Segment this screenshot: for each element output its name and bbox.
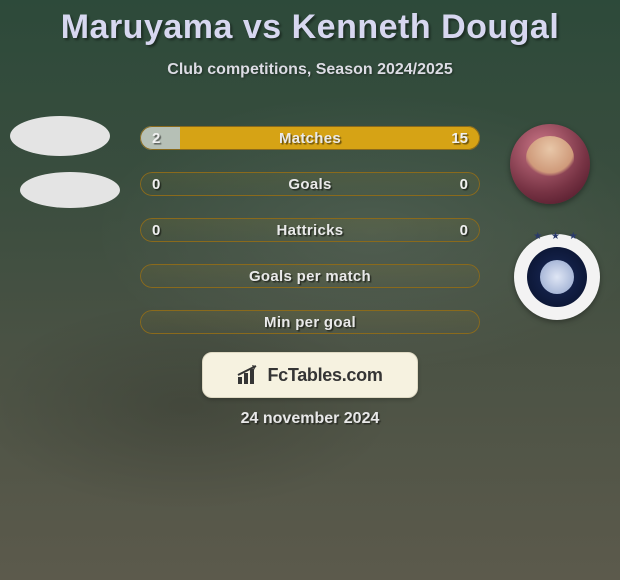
bar-label: Hattricks <box>140 218 480 242</box>
comparison-bars: Matches215Goals00Hattricks00Goals per ma… <box>140 126 480 334</box>
bar-label: Goals <box>140 172 480 196</box>
crest-stars-icon: ★ ★ ★ <box>514 231 600 242</box>
stat-bar: Goals0 0 <box>140 172 480 196</box>
stat-bar: Min per goal <box>140 310 480 334</box>
bar-value-right: 0 <box>460 218 468 242</box>
subtitle: Club competitions, Season 2024/2025 <box>0 61 620 79</box>
bar-label: Goals per match <box>140 264 480 288</box>
bars-logo-icon <box>237 365 261 385</box>
bar-value-left: 0 <box>152 218 160 242</box>
bar-value-right: 0 <box>460 172 468 196</box>
bar-value-left: 0 <box>152 172 160 196</box>
branding-badge: FcTables.com <box>202 352 418 398</box>
bar-label: Matches <box>140 126 480 150</box>
bar-label: Min per goal <box>140 310 480 334</box>
player-right-avatar <box>510 124 590 204</box>
stat-bar: Hattricks0 0 <box>140 218 480 242</box>
page-title: Maruyama vs Kenneth Dougal <box>0 0 620 47</box>
stat-bar: Matches2 15 <box>140 126 480 150</box>
club-right-crest: ★ ★ ★ <box>514 234 600 320</box>
player-left-avatar <box>10 116 110 156</box>
club-left-crest <box>20 172 120 208</box>
branding-text: FcTables.com <box>267 365 382 386</box>
bar-value-right: 15 <box>451 126 468 150</box>
date-label: 24 november 2024 <box>0 410 620 428</box>
bar-value-left: 2 <box>152 126 160 150</box>
stat-bar: Goals per match <box>140 264 480 288</box>
